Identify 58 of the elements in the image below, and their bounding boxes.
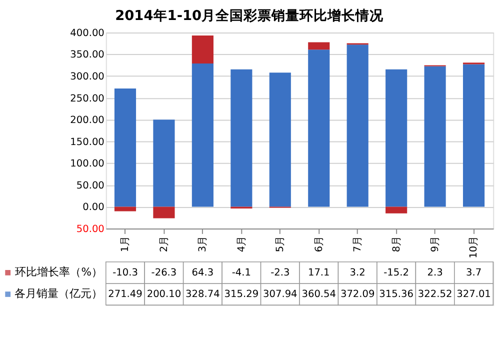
data-label: -4.1 bbox=[232, 268, 251, 279]
data-label: 328.74 bbox=[186, 289, 220, 300]
data-label: -10.3 bbox=[112, 268, 138, 279]
data-label: -2.3 bbox=[270, 268, 290, 279]
data-label: 315.29 bbox=[224, 289, 259, 300]
y-tick-label: 50.00 bbox=[76, 224, 104, 235]
legend-label: 各月销量（亿元） bbox=[14, 287, 102, 300]
data-label: -15.2 bbox=[384, 268, 410, 279]
y-tick-label: 350.00 bbox=[70, 50, 104, 61]
data-label: 3.7 bbox=[466, 268, 482, 279]
x-tick-label: 6月 bbox=[314, 236, 325, 252]
data-label: 322.52 bbox=[418, 289, 452, 300]
data-label: 372.09 bbox=[340, 289, 375, 300]
bar bbox=[192, 64, 214, 207]
y-tick-label: 100.00 bbox=[70, 158, 104, 170]
y-tick-label: 150.00 bbox=[70, 136, 104, 148]
bar bbox=[308, 42, 330, 50]
y-tick-label: 50.00 bbox=[76, 180, 104, 192]
x-tick-label: 7月 bbox=[352, 236, 364, 252]
data-label: 17.1 bbox=[308, 268, 330, 279]
bar bbox=[346, 44, 368, 207]
bar bbox=[269, 72, 291, 207]
bar bbox=[462, 64, 485, 207]
y-tick-label: 400.00 bbox=[70, 28, 104, 39]
data-label: 315.36 bbox=[379, 289, 414, 300]
data-label: -26.3 bbox=[151, 268, 177, 279]
y-tick-label: 250.00 bbox=[70, 93, 104, 104]
bar bbox=[153, 206, 175, 218]
x-tick-label: 9月 bbox=[430, 236, 441, 252]
chart-title: 2014年1-10月全国彩票销量环比增长情况 bbox=[115, 8, 385, 24]
bar bbox=[114, 88, 136, 207]
data-label: 200.10 bbox=[146, 289, 182, 300]
data-label: 360.54 bbox=[302, 289, 336, 300]
x-tick-label: 10月 bbox=[468, 236, 480, 258]
x-tick-label: 5月 bbox=[275, 236, 286, 252]
bar bbox=[192, 36, 214, 64]
bar bbox=[153, 120, 175, 207]
bar bbox=[386, 206, 408, 214]
bar bbox=[114, 206, 136, 212]
data-label: 3.2 bbox=[350, 268, 366, 279]
legend-label: 环比增长率（%） bbox=[15, 266, 102, 279]
data-label: 64.3 bbox=[192, 268, 214, 279]
x-tick-label: 2月 bbox=[158, 236, 170, 252]
x-tick-label: 1月 bbox=[120, 236, 132, 252]
data-label: 307.94 bbox=[263, 289, 298, 300]
bar bbox=[230, 69, 252, 207]
y-tick-label: 300.00 bbox=[70, 71, 104, 82]
data-label: 271.49 bbox=[108, 289, 142, 300]
y-tick-label: 200.00 bbox=[70, 115, 104, 126]
bar bbox=[308, 50, 330, 207]
data-label: 2.3 bbox=[427, 268, 443, 279]
data-label: 327.01 bbox=[456, 289, 491, 300]
x-tick-label: 8月 bbox=[391, 236, 402, 252]
y-tick-label: 0.00 bbox=[82, 202, 104, 214]
x-tick-label: 3月 bbox=[198, 236, 209, 252]
x-tick-label: 4月 bbox=[236, 236, 248, 252]
bar bbox=[386, 69, 408, 207]
bar bbox=[424, 66, 446, 207]
